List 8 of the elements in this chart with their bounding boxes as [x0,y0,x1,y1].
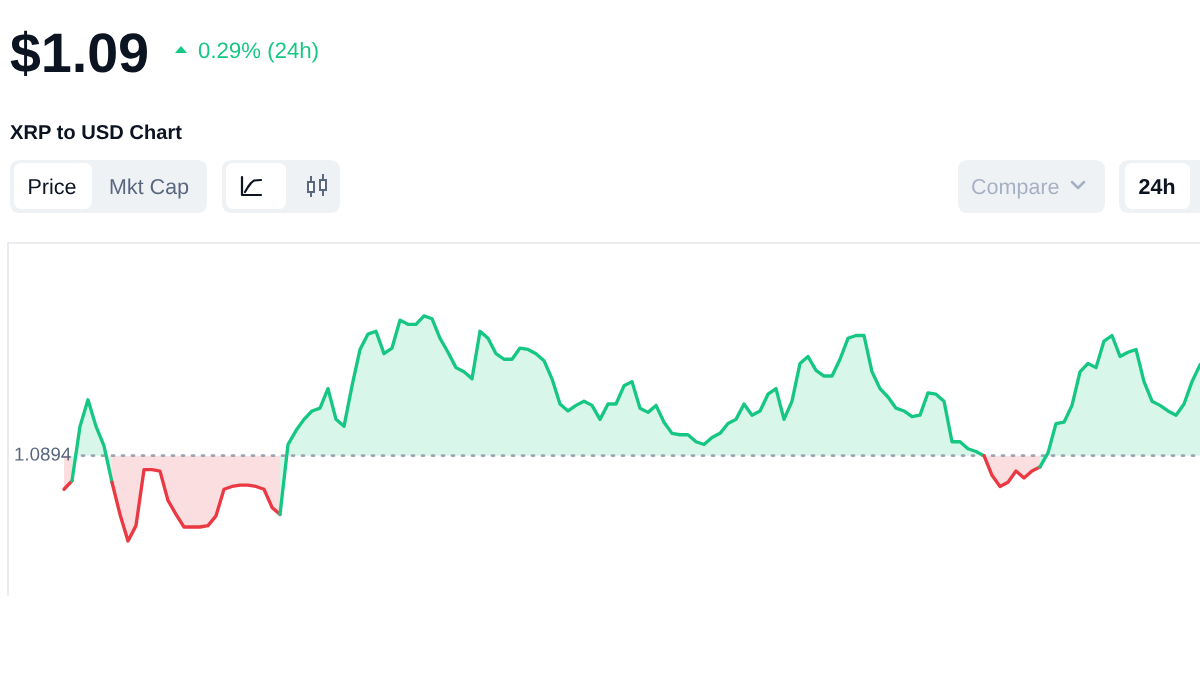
text: Mkt Cap [110,178,189,199]
text: Compare [972,178,1059,199]
text: Price [29,178,76,195]
text: 0.29% (24h) [198,41,318,63]
text: 24h [1139,178,1175,194]
chart-title: XRP to USD Chart [10,124,182,140]
annotation: 1.0894 [15,447,71,461]
text: $1.09 [10,30,147,77]
